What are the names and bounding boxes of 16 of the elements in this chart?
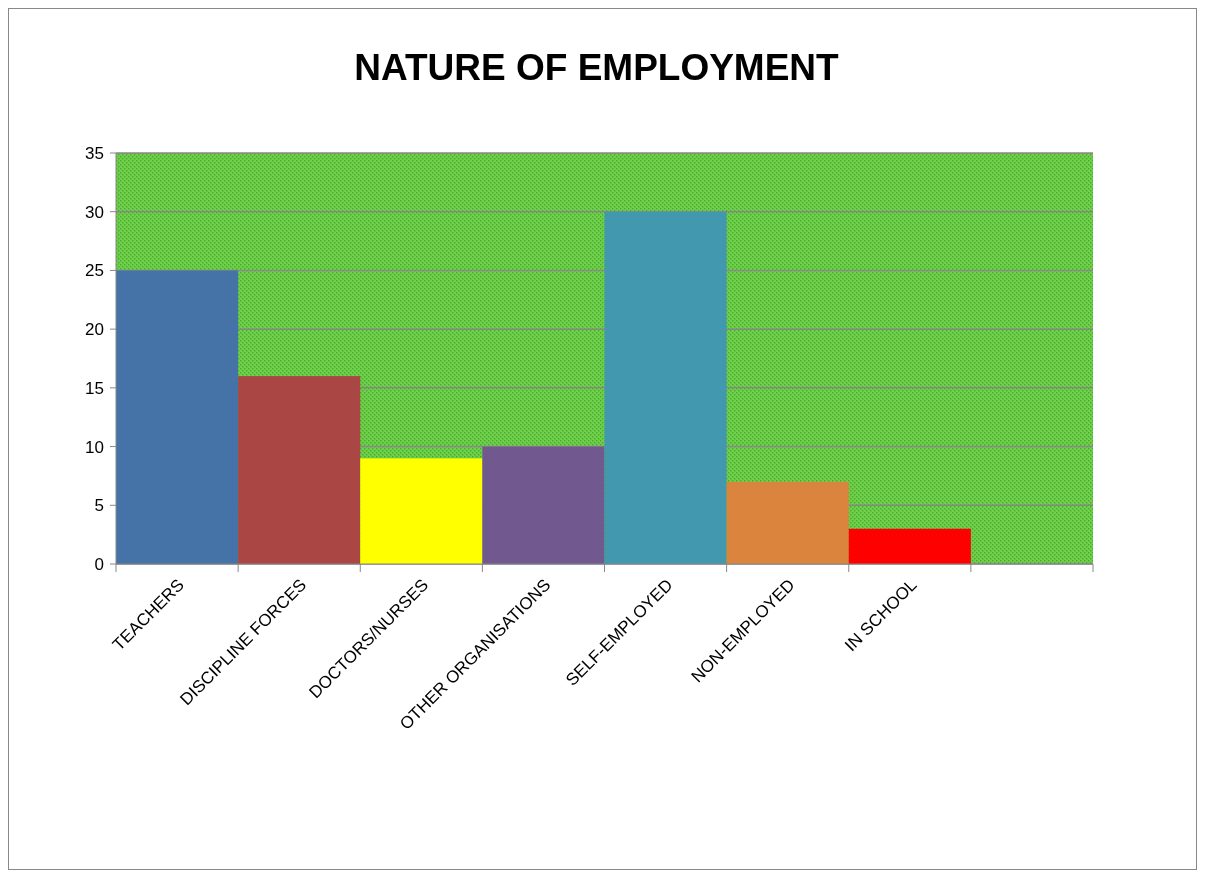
- y-tick-label: 0: [94, 554, 104, 574]
- bar: [604, 211, 727, 564]
- bar: [726, 481, 849, 564]
- bar: [848, 528, 971, 564]
- bar: [116, 270, 239, 564]
- y-tick-label: 10: [85, 437, 104, 457]
- bar: [238, 376, 361, 564]
- y-tick-label: 35: [85, 143, 104, 163]
- y-tick-label: 25: [85, 261, 104, 281]
- y-tick-label: 5: [94, 496, 104, 516]
- bar: [482, 446, 605, 564]
- y-tick-label: 15: [85, 378, 104, 398]
- chart-title: NATURE OF EMPLOYMENT: [354, 47, 840, 88]
- bar: [360, 458, 483, 564]
- y-tick-label: 30: [85, 202, 104, 222]
- y-tick-label: 20: [85, 320, 104, 340]
